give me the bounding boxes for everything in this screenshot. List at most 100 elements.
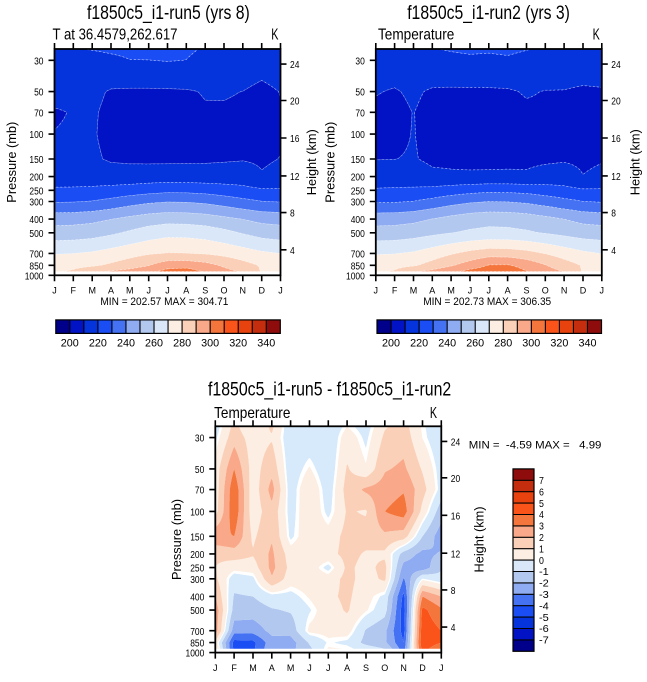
svg-text:1000: 1000 [25,271,44,282]
svg-text:200: 200 [61,338,79,350]
svg-text:400: 400 [190,593,205,604]
svg-text:8: 8 [611,209,616,220]
svg-text:-4: -4 [539,601,549,612]
svg-text:20: 20 [451,474,461,485]
svg-text:320: 320 [229,338,247,350]
svg-text:700: 700 [29,250,44,261]
svg-text:J: J [307,663,312,673]
svg-text:300: 300 [29,198,44,209]
svg-text:S: S [363,663,369,673]
svg-text:A: A [183,286,189,296]
svg-text:300: 300 [351,198,366,209]
svg-text:K: K [593,27,601,44]
svg-text:O: O [381,663,388,673]
svg-text:320: 320 [550,338,568,350]
svg-text:220: 220 [89,338,107,350]
svg-text:4: 4 [290,246,295,257]
svg-text:280: 280 [173,338,191,350]
svg-text:30: 30 [195,434,205,445]
svg-text:N: N [561,286,568,296]
svg-text:A: A [429,286,435,296]
svg-text:D: D [580,286,587,296]
svg-text:J: J [374,286,379,296]
svg-text:1: 1 [539,544,544,555]
svg-text:8: 8 [451,586,456,597]
svg-text:500: 500 [351,229,366,240]
svg-text:8: 8 [290,209,295,220]
svg-text:J: J [487,286,492,296]
svg-text:Height (km): Height (km) [304,129,319,195]
svg-text:Pressure (mb): Pressure (mb) [323,122,338,203]
svg-text:260: 260 [466,338,484,350]
svg-text:250: 250 [351,186,366,197]
svg-text:2: 2 [539,533,544,544]
svg-text:Height (km): Height (km) [471,507,486,573]
svg-text:Height (km): Height (km) [627,129,642,195]
svg-text:J: J [165,286,170,296]
svg-text:0: 0 [539,556,544,567]
svg-text:20: 20 [611,97,621,108]
svg-text:Pressure (mb): Pressure (mb) [169,499,184,580]
svg-text:200: 200 [351,173,366,184]
svg-text:A: A [108,286,114,296]
svg-text:16: 16 [611,134,621,145]
svg-text:M: M [287,663,295,673]
svg-text:4: 4 [611,246,616,257]
svg-text:M: M [447,286,455,296]
svg-text:16: 16 [451,511,461,522]
svg-text:50: 50 [195,465,205,476]
svg-text:500: 500 [29,229,44,240]
svg-text:J: J [213,663,218,673]
svg-text:100: 100 [351,130,366,141]
svg-text:400: 400 [29,215,44,226]
svg-text:J: J [326,663,331,673]
svg-text:J: J [278,286,283,296]
svg-text:Temperature: Temperature [214,405,290,422]
svg-text:5: 5 [539,499,544,510]
svg-text:70: 70 [195,486,205,497]
svg-text:200: 200 [382,338,400,350]
svg-text:24: 24 [611,60,621,71]
svg-text:-5: -5 [539,613,549,624]
svg-text:f1850c5_i1-run2 (yrs 3): f1850c5_i1-run2 (yrs 3) [407,3,570,24]
svg-text:150: 150 [351,155,366,166]
svg-text:S: S [523,286,529,296]
svg-text:J: J [468,286,473,296]
svg-text:A: A [505,286,511,296]
svg-text:500: 500 [190,606,205,617]
svg-text:f1850c5_i1-run5 - f1850c5_i1-r: f1850c5_i1-run5 - f1850c5_i1-run2 [208,379,451,400]
svg-text:MIN = -4.59 MAX = 4.99: MIN = -4.59 MAX = 4.99 [469,439,602,451]
svg-text:700: 700 [351,250,366,261]
svg-text:F: F [71,286,77,296]
svg-text:Temperature: Temperature [378,27,454,44]
svg-text:6: 6 [539,487,544,498]
svg-text:K: K [430,405,438,422]
svg-text:850: 850 [190,639,205,650]
svg-text:D: D [419,663,426,673]
svg-text:M: M [88,286,96,296]
svg-text:N: N [240,286,247,296]
svg-text:K: K [271,27,279,44]
svg-text:70: 70 [34,108,44,119]
svg-text:D: D [258,286,265,296]
svg-text:70: 70 [355,108,365,119]
svg-text:220: 220 [410,338,428,350]
svg-text:J: J [146,286,151,296]
svg-text:7: 7 [539,476,544,487]
svg-text:T at 36.4579,262.617: T at 36.4579,262.617 [53,27,178,44]
svg-text:700: 700 [190,627,205,638]
svg-text:24: 24 [290,60,300,71]
svg-text:Pressure (mb): Pressure (mb) [4,122,19,203]
svg-text:400: 400 [351,215,366,226]
svg-text:850: 850 [351,261,366,272]
svg-text:A: A [269,663,275,673]
svg-text:1000: 1000 [346,271,365,282]
svg-text:24: 24 [451,438,461,449]
svg-text:-3: -3 [539,590,549,601]
svg-text:4: 4 [451,623,456,634]
svg-text:12: 12 [611,172,620,183]
svg-text:100: 100 [190,508,205,519]
svg-text:F: F [231,663,237,673]
svg-text:M: M [126,286,134,296]
svg-text:300: 300 [522,338,540,350]
